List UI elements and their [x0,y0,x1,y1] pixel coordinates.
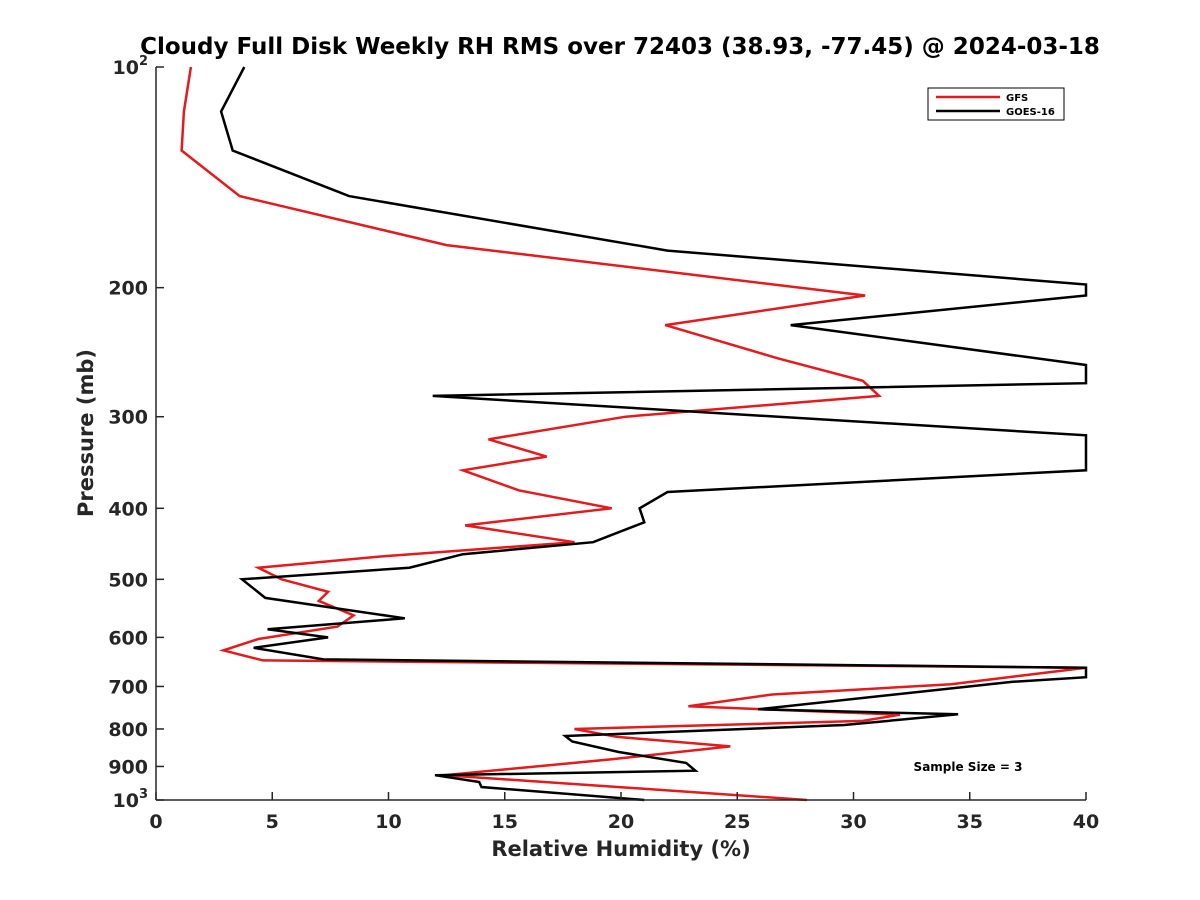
y-tick-label: 400 [108,498,148,520]
x-tick-label: 25 [724,811,750,833]
y-ticks: 102 200 300 400 500 600 700 800 900 103 [108,54,164,812]
legend: GFS GOES-16 [927,87,1065,121]
legend-label-gfs: GFS [1006,93,1028,104]
chart-title: Cloudy Full Disk Weekly RH RMS over 7240… [140,34,1100,60]
x-axis-label: Relative Humidity (%) [491,837,750,861]
y-tick-label: 200 [108,278,148,300]
x-tick-label: 0 [149,811,162,833]
y-tick-label: 103 [113,787,149,812]
x-tick-label: 15 [492,811,518,833]
legend-box [927,87,1065,121]
x-tick-label: 40 [1073,811,1099,833]
series-layer [180,66,1088,802]
x-tick-label: 20 [608,811,634,833]
y-axis-label: Pressure (mb) [74,349,98,517]
x-ticks: 0 5 10 15 20 25 30 35 40 [149,792,1099,833]
x-tick-label: 5 [266,811,279,833]
y-tick-label: 700 [108,676,148,698]
y-tick-label: 300 [108,407,148,429]
y-tick-label: 500 [108,569,148,591]
x-tick-label: 30 [840,811,866,833]
series-line-gfs [180,66,1087,802]
x-tick-label: 10 [375,811,401,833]
y-tick-label: 800 [108,719,148,741]
series-line-goes16 [219,66,1088,802]
plot-area [156,67,1086,800]
y-tick-label: 102 [113,54,149,79]
x-tick-label: 35 [957,811,983,833]
legend-label-goes16: GOES-16 [1006,107,1055,118]
y-tick-label: 900 [108,756,148,778]
y-tick-label: 600 [108,627,148,649]
sample-size-annotation: Sample Size = 3 [914,760,1023,774]
